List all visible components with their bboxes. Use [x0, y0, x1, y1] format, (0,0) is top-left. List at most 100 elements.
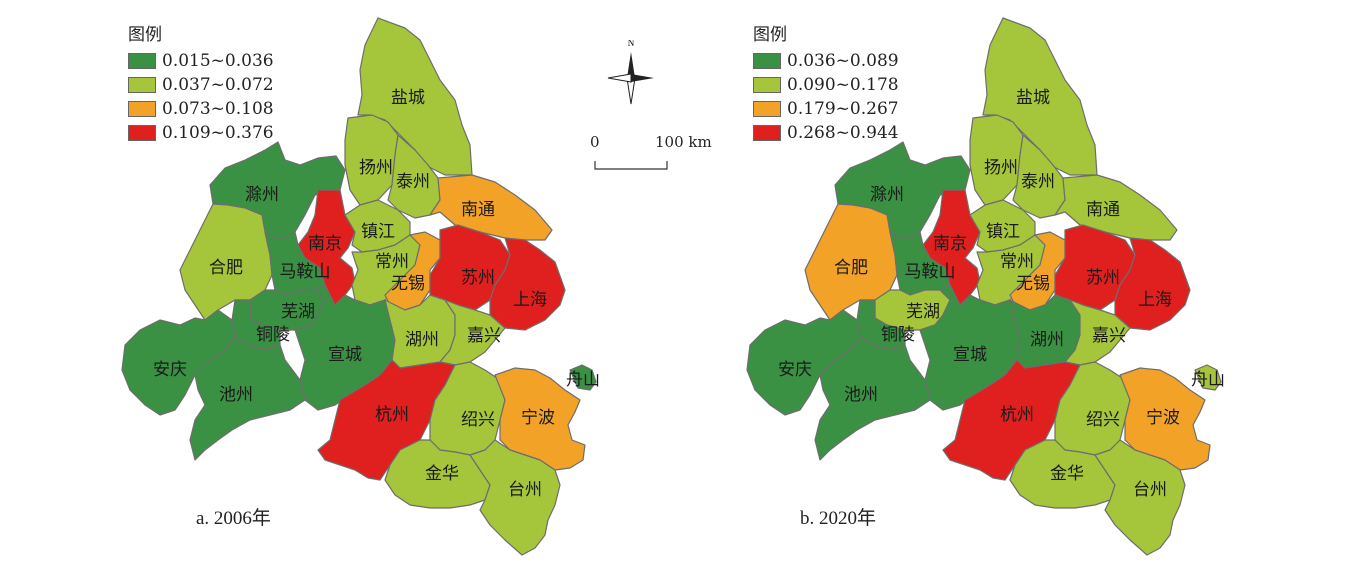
legend-label: 0.036~0.089: [787, 51, 899, 71]
legend-title: 图例: [753, 25, 787, 45]
label-taizhou-js: 泰州: [1021, 172, 1055, 192]
label-shaoxing: 绍兴: [461, 410, 495, 430]
legend-label: 0.015~0.036: [162, 51, 274, 71]
region-chizhou: [814, 337, 931, 461]
legend-label: 0.073~0.108: [162, 99, 274, 119]
label-changzhou: 常州: [375, 252, 409, 272]
label-anqing: 安庆: [153, 360, 187, 380]
label-jinhua: 金华: [425, 464, 459, 484]
label-changzhou: 常州: [1000, 252, 1034, 272]
label-nanjing: 南京: [933, 234, 967, 254]
label-huzhou: 湖州: [1030, 330, 1064, 350]
label-nanjing: 南京: [308, 234, 342, 254]
label-chizhou: 池州: [219, 385, 253, 405]
legend-label: 0.090~0.178: [787, 75, 899, 95]
legend: 图例 0.015~0.036 0.037~0.072 0.073~0.108 0…: [128, 20, 274, 145]
label-tongling: 铜陵: [881, 325, 915, 345]
label-yancheng: 盐城: [1016, 88, 1050, 108]
map-caption: a. 2006年: [196, 508, 271, 529]
label-chuzhou: 滁州: [870, 185, 904, 205]
scale-bar: 0 100 km: [585, 133, 725, 173]
map-caption: b. 2020年: [800, 508, 877, 529]
legend-item: 0.268~0.944: [753, 121, 899, 145]
scale-zero: 0: [590, 133, 600, 151]
label-wuxi: 无锡: [391, 274, 425, 294]
label-zhenjiang: 镇江: [361, 222, 395, 242]
legend-item: 0.090~0.178: [753, 73, 899, 97]
label-yangzhou: 扬州: [359, 158, 393, 178]
label-nantong: 南通: [461, 200, 495, 220]
legend-label: 0.109~0.376: [162, 123, 274, 143]
legend-swatch: [128, 77, 156, 93]
label-hangzhou: 杭州: [1000, 405, 1034, 425]
region-yancheng: [982, 17, 1098, 176]
region-taizhou-js: [387, 134, 441, 219]
scale-line: [594, 161, 668, 170]
label-zhenjiang: 镇江: [986, 222, 1020, 242]
legend-label: 0.268~0.944: [787, 123, 899, 143]
map-panel-2020: 图例 0.036~0.089 0.090~0.178 0.179~0.267 0…: [625, 0, 1304, 583]
choropleth-map-2020: 盐城 扬州 泰州 南通 滁州 南京 镇江 常州 无锡 苏州 上海 合肥 马鞍山 …: [746, 17, 1225, 556]
label-suzhou: 苏州: [461, 268, 495, 288]
region-yangzhou: [344, 114, 399, 206]
scale-end: 100 km: [655, 133, 712, 151]
label-shanghai: 上海: [513, 290, 547, 310]
north-arrow-icon: N: [607, 40, 654, 105]
label-wuhu: 芜湖: [281, 302, 315, 322]
label-wuhu: 芜湖: [906, 302, 940, 322]
legend-item: 0.015~0.036: [128, 49, 274, 73]
legend-swatch: [128, 125, 156, 141]
region-taizhou-js: [1012, 134, 1066, 219]
label-tongling: 铜陵: [256, 325, 290, 345]
legend-swatch: [753, 125, 781, 141]
region-taizhou-zj: [1094, 439, 1186, 556]
label-taizhou-js: 泰州: [396, 172, 430, 192]
choropleth-map-2006: 盐城 扬州 泰州 南通 滁州 南京 镇江 常州 无锡 苏州 上海 合肥 马鞍山 …: [121, 17, 600, 556]
label-huzhou: 湖州: [405, 330, 439, 350]
label-ningbo: 宁波: [521, 408, 555, 428]
label-zhoushan: 舟山: [1191, 370, 1225, 390]
label-hefei: 合肥: [209, 258, 243, 278]
label-shanghai: 上海: [1138, 290, 1172, 310]
region-shanghai: [1114, 237, 1191, 331]
legend-label: 0.179~0.267: [787, 99, 899, 119]
legend: 图例 0.036~0.089 0.090~0.178 0.179~0.267 0…: [753, 20, 899, 145]
region-zhoushan: [569, 364, 597, 391]
legend-item: 0.179~0.267: [753, 97, 899, 121]
label-shaoxing: 绍兴: [1086, 410, 1120, 430]
region-jiaxing: [1064, 299, 1131, 366]
region-yancheng: [357, 17, 473, 176]
legend-swatch: [753, 53, 781, 69]
label-nantong: 南通: [1086, 200, 1120, 220]
label-xuancheng: 宣城: [953, 345, 987, 365]
legend-swatch: [753, 101, 781, 117]
north-label: N: [628, 40, 635, 48]
legend-title: 图例: [128, 25, 162, 45]
label-jinhua: 金华: [1050, 464, 1084, 484]
region-jiaxing: [439, 299, 506, 366]
label-hefei: 合肥: [834, 258, 868, 278]
region-taizhou-zj: [469, 439, 561, 556]
label-wuxi: 无锡: [1016, 274, 1050, 294]
label-maanshan: 马鞍山: [280, 262, 331, 282]
label-suzhou: 苏州: [1086, 268, 1120, 288]
legend-item: 0.036~0.089: [753, 49, 899, 73]
label-taizhou-zj: 台州: [1133, 480, 1167, 500]
legend-label: 0.037~0.072: [162, 75, 274, 95]
legend-swatch: [128, 101, 156, 117]
label-yangzhou: 扬州: [984, 158, 1018, 178]
label-chizhou: 池州: [844, 385, 878, 405]
map-panel-2006: 图例 0.015~0.036 0.037~0.072 0.073~0.108 0…: [121, 17, 600, 556]
legend-item: 0.109~0.376: [128, 121, 274, 145]
label-anqing: 安庆: [778, 360, 812, 380]
label-hangzhou: 杭州: [375, 405, 409, 425]
region-zhoushan: [1194, 364, 1222, 391]
region-ningbo: [1119, 367, 1211, 471]
label-chuzhou: 滁州: [245, 185, 279, 205]
label-jiaxing: 嘉兴: [1092, 326, 1126, 346]
region-shanghai: [489, 237, 566, 331]
legend-swatch: [753, 77, 781, 93]
label-taizhou-zj: 台州: [508, 480, 542, 500]
label-xuancheng: 宣城: [328, 345, 362, 365]
label-yancheng: 盐城: [391, 88, 425, 108]
